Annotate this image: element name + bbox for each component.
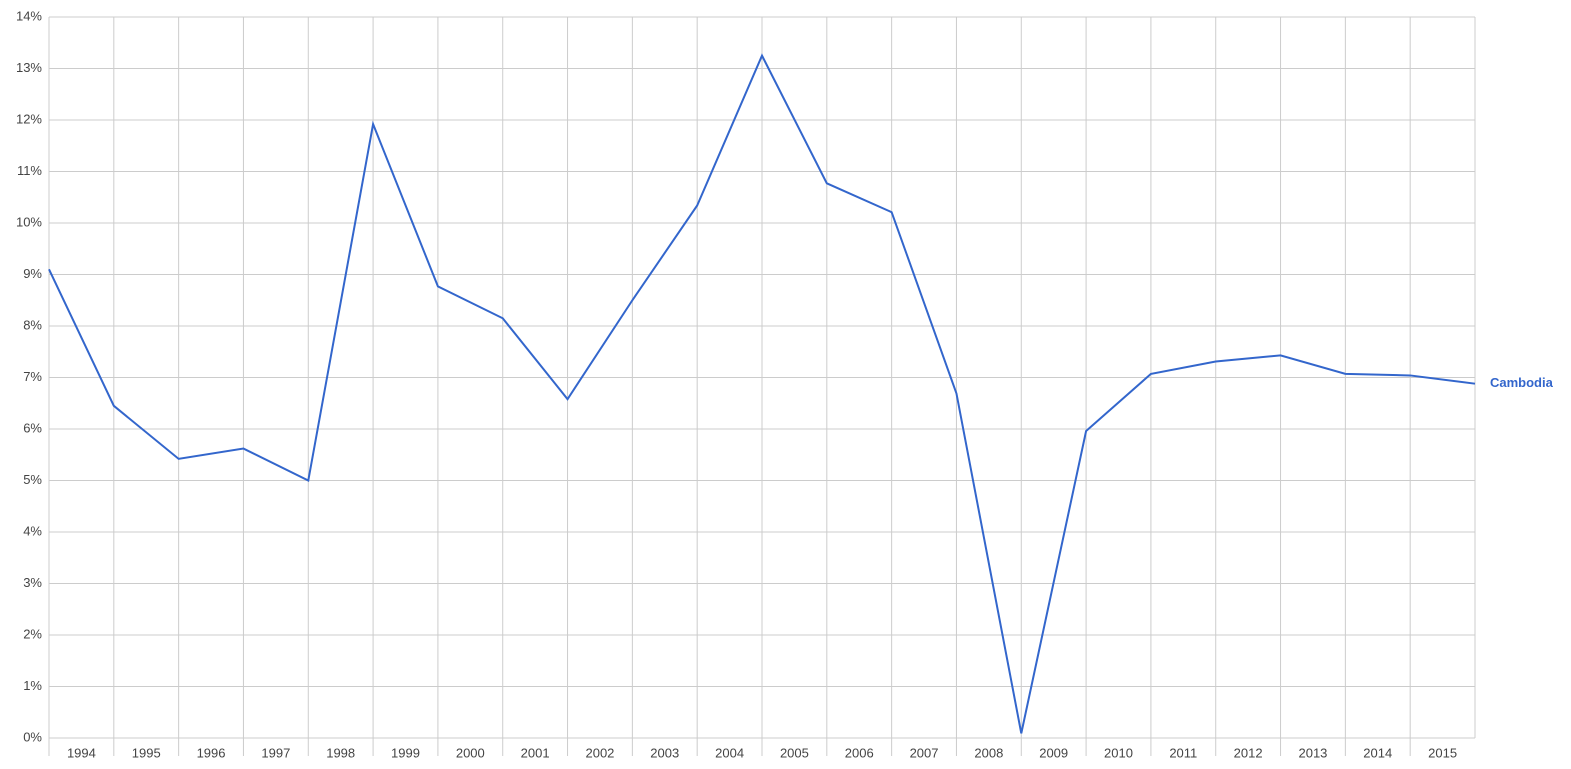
x-tick-label: 2008: [974, 745, 1003, 760]
x-tick-label: 2002: [585, 745, 614, 760]
x-tick-label: 2003: [650, 745, 679, 760]
x-tick-label: 1995: [132, 745, 161, 760]
x-tick-label: 2007: [910, 745, 939, 760]
y-tick-label: 0%: [23, 729, 42, 744]
y-tick-label: 11%: [17, 163, 42, 178]
x-tick-label: 2005: [780, 745, 809, 760]
x-tick-label: 2011: [1169, 745, 1197, 760]
y-tick-label: 5%: [23, 472, 42, 487]
y-tick-label: 8%: [23, 317, 42, 332]
y-tick-label: 6%: [23, 420, 42, 435]
series-label: Cambodia: [1490, 375, 1554, 390]
x-tick-label: 1998: [326, 745, 355, 760]
y-tick-label: 14%: [16, 8, 42, 23]
x-tick-label: 2015: [1428, 745, 1457, 760]
x-tick-label: 2001: [521, 745, 550, 760]
data-line: [48, 53, 1476, 734]
x-tick-label: 2010: [1104, 745, 1133, 760]
y-tick-label: 3%: [23, 575, 42, 590]
y-tick-label: 9%: [23, 266, 42, 281]
y-tick-label: 2%: [23, 626, 42, 641]
x-tick-label: 2012: [1234, 745, 1263, 760]
x-tick-label: 2009: [1039, 745, 1068, 760]
x-tick-label: 2014: [1363, 745, 1392, 760]
y-tick-label: 1%: [23, 678, 42, 693]
y-tick-label: 12%: [16, 111, 42, 126]
y-tick-label: 4%: [23, 523, 42, 538]
y-tick-label: 10%: [16, 214, 42, 229]
x-tick-label: 2013: [1298, 745, 1327, 760]
y-tick-label: 7%: [23, 369, 42, 384]
x-tick-label: 1999: [391, 745, 420, 760]
x-tick-label: 1997: [261, 745, 290, 760]
y-tick-label: 13%: [16, 60, 42, 75]
x-tick-label: 1994: [67, 745, 96, 760]
x-tick-label: 1996: [197, 745, 226, 760]
x-tick-label: 2004: [715, 745, 744, 760]
x-tick-label: 2000: [456, 745, 485, 760]
x-tick-label: 2006: [845, 745, 874, 760]
